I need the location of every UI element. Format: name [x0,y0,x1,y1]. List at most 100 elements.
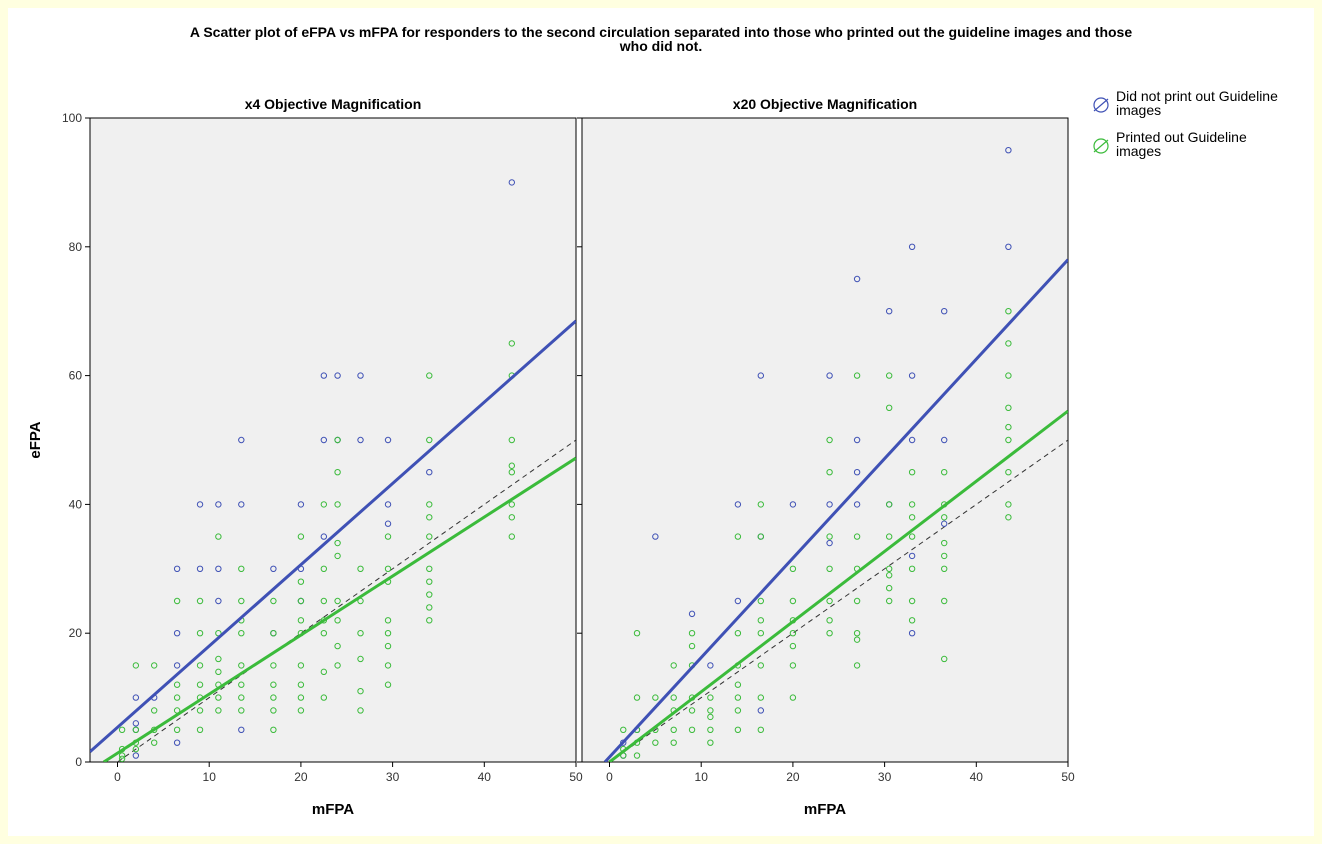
point-printed [707,726,714,733]
point-did-not-print [297,501,305,508]
point-printed [633,752,641,759]
point-printed [173,681,181,688]
point-printed [426,617,433,624]
panel-background [581,117,1069,763]
panel-title: x20 Objective Magnification [733,96,917,112]
point-printed [707,707,714,714]
point-did-not-print [173,662,181,669]
panel-2: x20 Objective Magnification 0 10 20 30 40 50 mF… [577,96,1075,818]
point-printed [707,739,714,746]
point-printed [885,404,893,411]
point-printed [357,655,364,663]
point-printed [118,752,126,759]
point-did-not-print [734,597,742,605]
point-did-not-print [238,436,245,444]
point-printed [688,642,696,650]
point-did-not-print [508,179,516,186]
point-did-not-print [270,565,277,572]
point-printed [426,514,433,521]
point-did-not-print [826,372,833,379]
point-did-not-print [357,436,364,444]
point-printed [270,681,277,688]
point-printed [196,597,204,605]
reference-line [117,439,576,762]
x-tick-label: 50 [1061,770,1075,784]
point-printed [238,662,245,669]
point-printed [215,668,222,676]
point-printed [826,533,833,540]
point-printed [757,726,765,733]
legend-label-line: Printed out Guideline [1116,129,1247,145]
point-printed [320,630,328,637]
point-printed [789,565,797,572]
point-did-not-print [853,501,861,508]
point-printed [118,726,126,733]
legend-marker-did-not-print [1093,97,1109,113]
point-printed [426,501,433,508]
legend-label-line: Did not print out Guideline [1116,88,1278,104]
point-printed [633,630,641,637]
point-printed [173,597,181,605]
point-did-not-print [853,275,861,283]
point-printed [508,462,516,469]
point-did-not-print [789,501,797,508]
point-printed [132,662,140,669]
point-did-not-print [196,501,204,508]
point-printed [688,726,696,733]
point-did-not-print [1005,243,1012,251]
point-printed [757,630,765,637]
point-printed [670,726,677,733]
point-printed [357,565,364,572]
point-printed [173,694,181,701]
point-printed [757,617,765,624]
point-did-not-print [238,726,245,733]
point-printed [1005,423,1012,431]
point-printed [826,436,833,444]
point-printed [1005,469,1012,476]
point-printed [334,642,341,650]
point-printed [734,630,742,637]
point-printed [853,372,861,379]
point-printed [885,565,893,572]
x-tick-label: 40 [478,770,492,784]
point-printed [1005,501,1012,508]
point-printed [941,655,948,663]
point-printed [426,604,433,611]
reference-line [609,439,1068,762]
legend-label-line: images [1116,143,1161,159]
point-printed [384,630,392,637]
point-did-not-print [757,707,765,714]
point-printed [334,552,341,560]
point-printed [384,642,392,650]
point-did-not-print [734,501,742,508]
point-printed [238,694,245,701]
point-printed [885,572,893,579]
point-printed [215,533,222,540]
point-printed [1005,514,1012,521]
point-printed [707,713,714,721]
point-printed [941,597,948,605]
point-printed [757,501,765,508]
point-printed [508,501,516,508]
point-did-not-print [132,694,140,701]
point-printed [320,668,328,676]
point-printed [508,436,516,444]
fit-line-did-not-print [603,258,1068,762]
point-printed [941,469,948,476]
x-axis-label: mFPA [312,801,354,818]
point-printed [384,681,392,688]
point-printed [150,707,158,714]
point-printed [297,694,305,701]
point-did-not-print [688,610,696,618]
legend-marker-line [1093,139,1109,153]
point-did-not-print [320,533,328,540]
point-did-not-print [908,372,916,379]
point-printed [826,597,833,605]
point-printed [789,597,797,605]
point-did-not-print [173,565,181,572]
point-printed [357,630,364,637]
point-printed [885,372,893,379]
point-printed [734,726,742,733]
point-did-not-print [384,436,392,444]
